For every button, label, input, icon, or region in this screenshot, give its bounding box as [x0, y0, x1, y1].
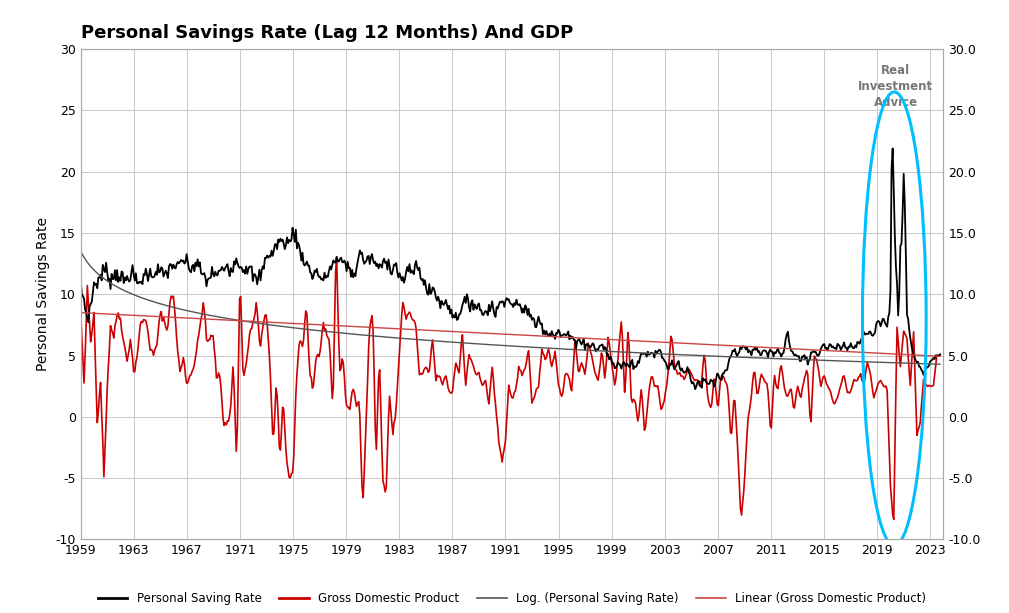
Y-axis label: Personal Savings Rate: Personal Savings Rate	[36, 217, 49, 371]
Text: Personal Savings Rate (Lag 12 Months) And GDP: Personal Savings Rate (Lag 12 Months) An…	[81, 24, 573, 42]
Legend: Personal Saving Rate, Gross Domestic Product, Log. (Personal Saving Rate), Linea: Personal Saving Rate, Gross Domestic Pro…	[93, 587, 931, 609]
Text: Real
Investment
Advice: Real Investment Advice	[858, 64, 933, 109]
